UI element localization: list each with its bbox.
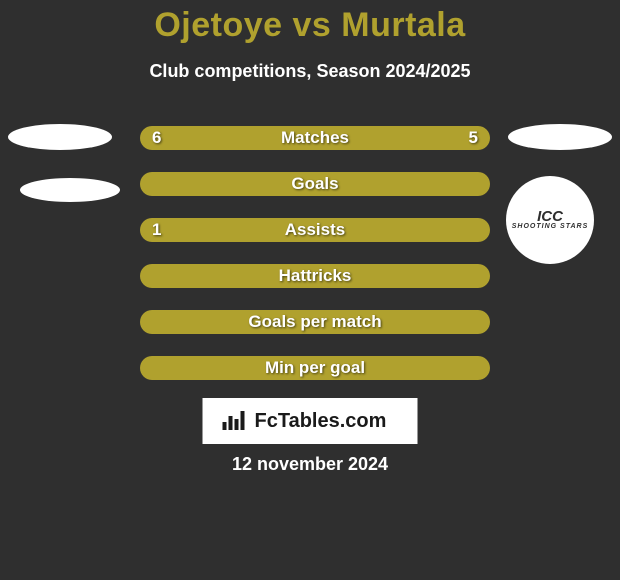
comparison-canvas: Ojetoye vs Murtala Club competitions, Se… <box>0 0 620 580</box>
stat-bar-label: Goals per match <box>248 312 381 332</box>
page-title: Ojetoye vs Murtala <box>0 0 620 45</box>
stat-bar-right-value: 5 <box>469 128 478 148</box>
stat-bar: Assists 1 <box>140 218 490 242</box>
date-text: 12 november 2024 <box>232 454 388 475</box>
watermark: FcTables.com <box>203 398 418 444</box>
stat-bar: Goals <box>140 172 490 196</box>
player-ellipse <box>508 124 612 150</box>
stat-bar: Hattricks <box>140 264 490 288</box>
stat-bar-label: Hattricks <box>279 266 352 286</box>
subtitle: Club competitions, Season 2024/2025 <box>0 61 620 82</box>
stat-bar-label: Min per goal <box>265 358 365 378</box>
club-badge: ICCSHOOTING STARS <box>506 176 594 264</box>
player-ellipse <box>8 124 112 150</box>
watermark-text: FcTables.com <box>255 410 387 433</box>
badge-sub-text: SHOOTING STARS <box>512 224 588 230</box>
stat-bar-label: Assists <box>285 220 345 240</box>
stat-bar-left-value: 1 <box>152 220 161 240</box>
stat-bar-left-value: 6 <box>152 128 161 148</box>
stat-bar: Goals per match <box>140 310 490 334</box>
stat-bar-label: Goals <box>291 174 338 194</box>
chart-bars-icon <box>223 408 249 435</box>
stat-bar-label: Matches <box>281 128 349 148</box>
stat-bar: Matches 6 5 <box>140 126 490 150</box>
player-ellipse <box>20 178 120 202</box>
badge-main-text: ICC <box>512 210 588 224</box>
stat-bar: Min per goal <box>140 356 490 380</box>
